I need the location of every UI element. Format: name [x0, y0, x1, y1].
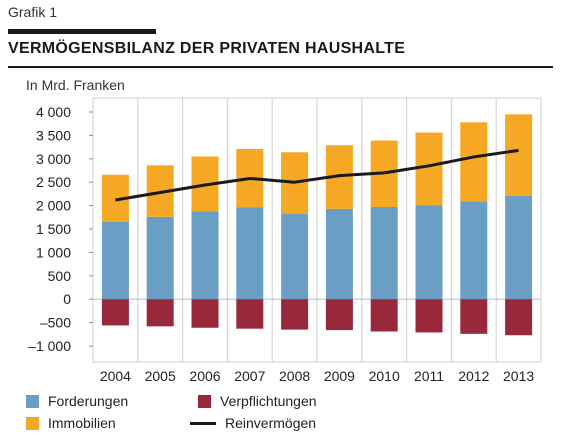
legend-label-reinvermoegen: Reinvermögen: [225, 415, 317, 431]
y-tick-label: –1 000: [28, 338, 71, 354]
y-tick-label: 500: [48, 268, 72, 284]
bar-forderungen: [236, 207, 264, 300]
y-tick-label: 2 000: [36, 198, 71, 214]
y-tick-label: 3 000: [36, 151, 71, 167]
title-top-rule: [8, 29, 156, 34]
bar-immobilien: [505, 114, 533, 196]
tick-labels: 4 000 3 500 3 000 2 500 2 000 1 500 1 000 500 0 –…: [28, 104, 534, 384]
legend-item-verpflichtungen: Verpflichtungen: [198, 393, 317, 409]
x-tick-label: 2004: [100, 368, 131, 384]
bar-forderungen: [191, 211, 219, 300]
x-tick-label: 2006: [189, 368, 220, 384]
bar-verpflichtungen: [146, 299, 174, 327]
bar-forderungen: [415, 205, 443, 300]
y-tick-label: –500: [40, 315, 71, 331]
bar-forderungen: [370, 207, 398, 300]
figure-label: Grafik 1: [8, 4, 58, 20]
line-reinvermoegen: [115, 148, 519, 202]
grid: [89, 97, 542, 363]
bar-verpflichtungen: [370, 299, 398, 332]
bar-verpflichtungen: [236, 299, 264, 329]
bar-forderungen: [505, 195, 533, 300]
bar-verpflichtungen: [281, 299, 309, 330]
bar-verpflichtungen: [325, 299, 353, 331]
bar-forderungen: [101, 221, 129, 300]
bar-forderungen: [281, 214, 309, 300]
legend-item-forderungen: Forderungen: [26, 393, 128, 409]
bar-forderungen: [325, 208, 353, 300]
y-tick-label: 1 500: [36, 221, 71, 237]
bar-immobilien: [460, 122, 488, 202]
bar-verpflichtungen: [191, 299, 219, 328]
bar-verpflichtungen: [460, 299, 488, 334]
x-tick-label: 2009: [324, 368, 355, 384]
x-tick-label: 2011: [414, 368, 444, 384]
bars: [101, 114, 533, 336]
unit-label: In Mrd. Franken: [26, 77, 125, 93]
y-tick-label: 4 000: [36, 104, 71, 120]
y-tick-label: 1 000: [36, 244, 71, 260]
legend-swatch-verpflichtungen: [198, 394, 211, 408]
chart-title: VERMÖGENSBILANZ DER PRIVATEN HAUSHALTE: [8, 40, 406, 57]
y-tick-label: 0: [63, 291, 71, 307]
x-tick-label: 2007: [234, 368, 265, 384]
reinvermoegen-line-layer: [115, 148, 519, 202]
legend-swatch-forderungen: [26, 394, 39, 408]
x-tick-label: 2013: [503, 368, 534, 384]
x-tick-label: 2012: [458, 368, 489, 384]
bar-forderungen: [460, 201, 488, 300]
bar-forderungen: [146, 216, 174, 300]
x-tick-label: 2005: [145, 368, 176, 384]
legend-item-immobilien: Immobilien: [26, 415, 116, 431]
legend-item-reinvermoegen: Reinvermögen: [190, 415, 316, 431]
legend-swatch-reinvermoegen: [190, 421, 216, 425]
y-tick-label: 3 500: [36, 127, 71, 143]
legend-label-immobilien: Immobilien: [48, 415, 116, 431]
legend-label-verpflichtungen: Verpflichtungen: [220, 393, 317, 409]
bar-immobilien: [415, 132, 443, 206]
title-underline: [8, 66, 553, 68]
legend-swatch-immobilien: [26, 416, 39, 430]
legend-label-forderungen: Forderungen: [48, 393, 129, 409]
bar-verpflichtungen: [101, 299, 129, 326]
bar-verpflichtungen: [415, 299, 443, 333]
x-tick-label: 2010: [369, 368, 400, 384]
x-tick-label: 2008: [279, 368, 310, 384]
bar-verpflichtungen: [505, 299, 533, 336]
y-tick-label: 2 500: [36, 174, 71, 190]
